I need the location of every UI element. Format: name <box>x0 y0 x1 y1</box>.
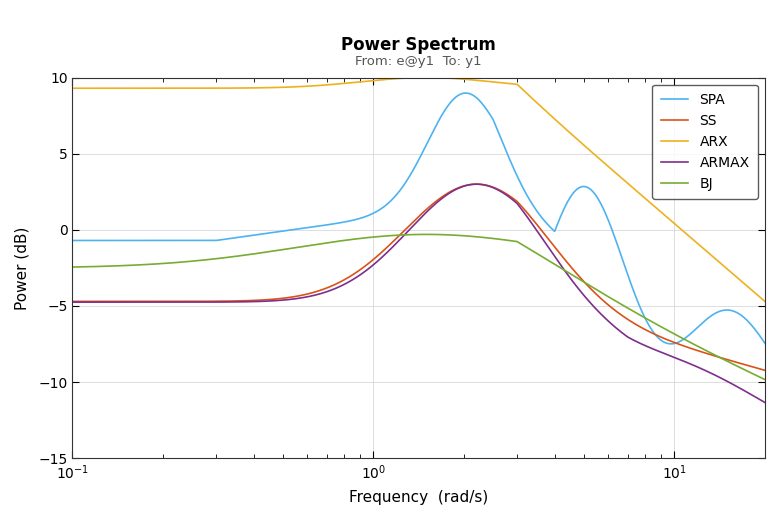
SPA <box>666 341 675 347</box>
Text: From: e@y1  To: y1: From: e@y1 To: y1 <box>356 55 482 68</box>
ARX <box>188 85 197 92</box>
SS <box>333 280 342 286</box>
Title: Power Spectrum: Power Spectrum <box>342 36 496 54</box>
ARMAX <box>472 181 481 187</box>
ARX <box>147 85 156 92</box>
SS <box>363 261 373 267</box>
SPA <box>68 237 77 243</box>
ARMAX <box>188 299 197 305</box>
ARX <box>422 74 431 81</box>
Y-axis label: Power (dB): Power (dB) <box>15 226 30 309</box>
ARX <box>363 78 373 84</box>
BJ <box>68 264 77 270</box>
SPA <box>333 220 342 226</box>
ARX <box>672 223 682 229</box>
SS <box>147 298 156 305</box>
SS <box>472 181 481 187</box>
BJ <box>147 261 156 267</box>
BJ <box>747 370 757 376</box>
BJ <box>760 376 770 383</box>
ARMAX <box>363 266 373 272</box>
ARMAX <box>147 299 156 305</box>
SS <box>68 298 77 305</box>
ARX <box>747 287 757 293</box>
BJ <box>422 231 431 238</box>
Line: SS: SS <box>73 184 765 370</box>
ARMAX <box>760 399 770 406</box>
SPA <box>672 340 682 346</box>
SS <box>760 367 770 373</box>
SPA <box>760 340 770 346</box>
SPA <box>188 237 197 243</box>
ARX <box>333 81 342 87</box>
ARMAX <box>333 284 342 291</box>
SS <box>188 298 197 304</box>
BJ <box>333 238 342 244</box>
ARMAX <box>68 299 77 305</box>
SPA <box>363 213 373 219</box>
Line: ARMAX: ARMAX <box>73 184 765 402</box>
SS <box>747 363 757 370</box>
SPA <box>147 237 156 243</box>
ARX <box>760 298 770 305</box>
Legend: SPA, SS, ARX, ARMAX, BJ: SPA, SS, ARX, ARMAX, BJ <box>652 85 758 199</box>
Line: BJ: BJ <box>73 235 765 380</box>
ARX <box>68 85 77 92</box>
BJ <box>672 332 682 339</box>
SPA <box>747 322 757 329</box>
ARMAX <box>747 392 757 398</box>
Line: ARX: ARX <box>73 77 765 302</box>
SS <box>672 341 682 347</box>
SPA <box>461 90 470 96</box>
X-axis label: Frequency  (rad/s): Frequency (rad/s) <box>349 490 488 505</box>
ARMAX <box>672 355 682 361</box>
BJ <box>363 235 373 241</box>
BJ <box>188 258 197 264</box>
Line: SPA: SPA <box>73 93 765 344</box>
